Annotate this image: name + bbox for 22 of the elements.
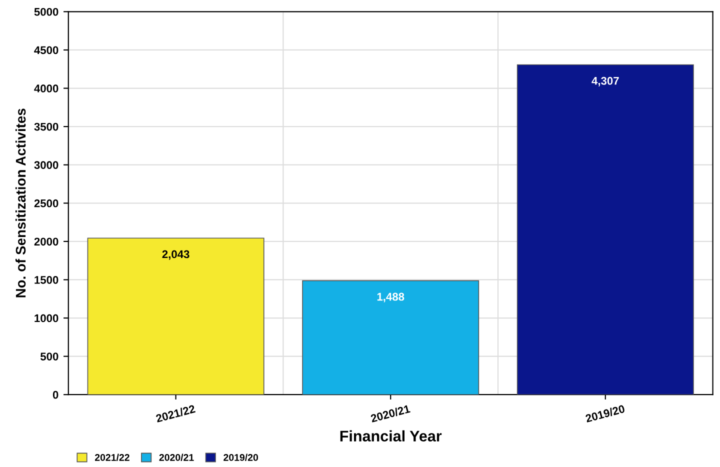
x-axis-title: Financial Year [340, 430, 442, 442]
x-tick-label: 2021/22 [155, 404, 196, 423]
y-tick-label: 4000 [34, 84, 58, 92]
y-tick-label: 2000 [34, 238, 58, 246]
y-tick-label: 1000 [34, 314, 58, 322]
y-tick-label: 3500 [34, 122, 58, 131]
y-tick-label: 3000 [34, 161, 58, 169]
y-tick-label: 2500 [34, 199, 58, 208]
y-tick-label: 0 [52, 390, 58, 399]
legend-label: 2019/20 [224, 454, 258, 462]
y-tick-label: 500 [40, 352, 58, 360]
legend-label: 2021/22 [94, 454, 130, 462]
y-tick-label: 4500 [34, 46, 58, 54]
data-label: 4,307 [592, 76, 619, 86]
data-label: 2,043 [162, 250, 190, 260]
x-tick-label: 2020/21 [370, 404, 410, 423]
y-tick-label: 1500 [34, 276, 58, 284]
y-axis-title: No. of Sensitization Activites [15, 108, 26, 298]
x-tick-label: 2019/20 [585, 404, 626, 423]
data-label: 1,488 [377, 292, 404, 302]
legend-label: 2020/21 [159, 454, 194, 462]
y-tick-label: 5000 [34, 8, 58, 16]
